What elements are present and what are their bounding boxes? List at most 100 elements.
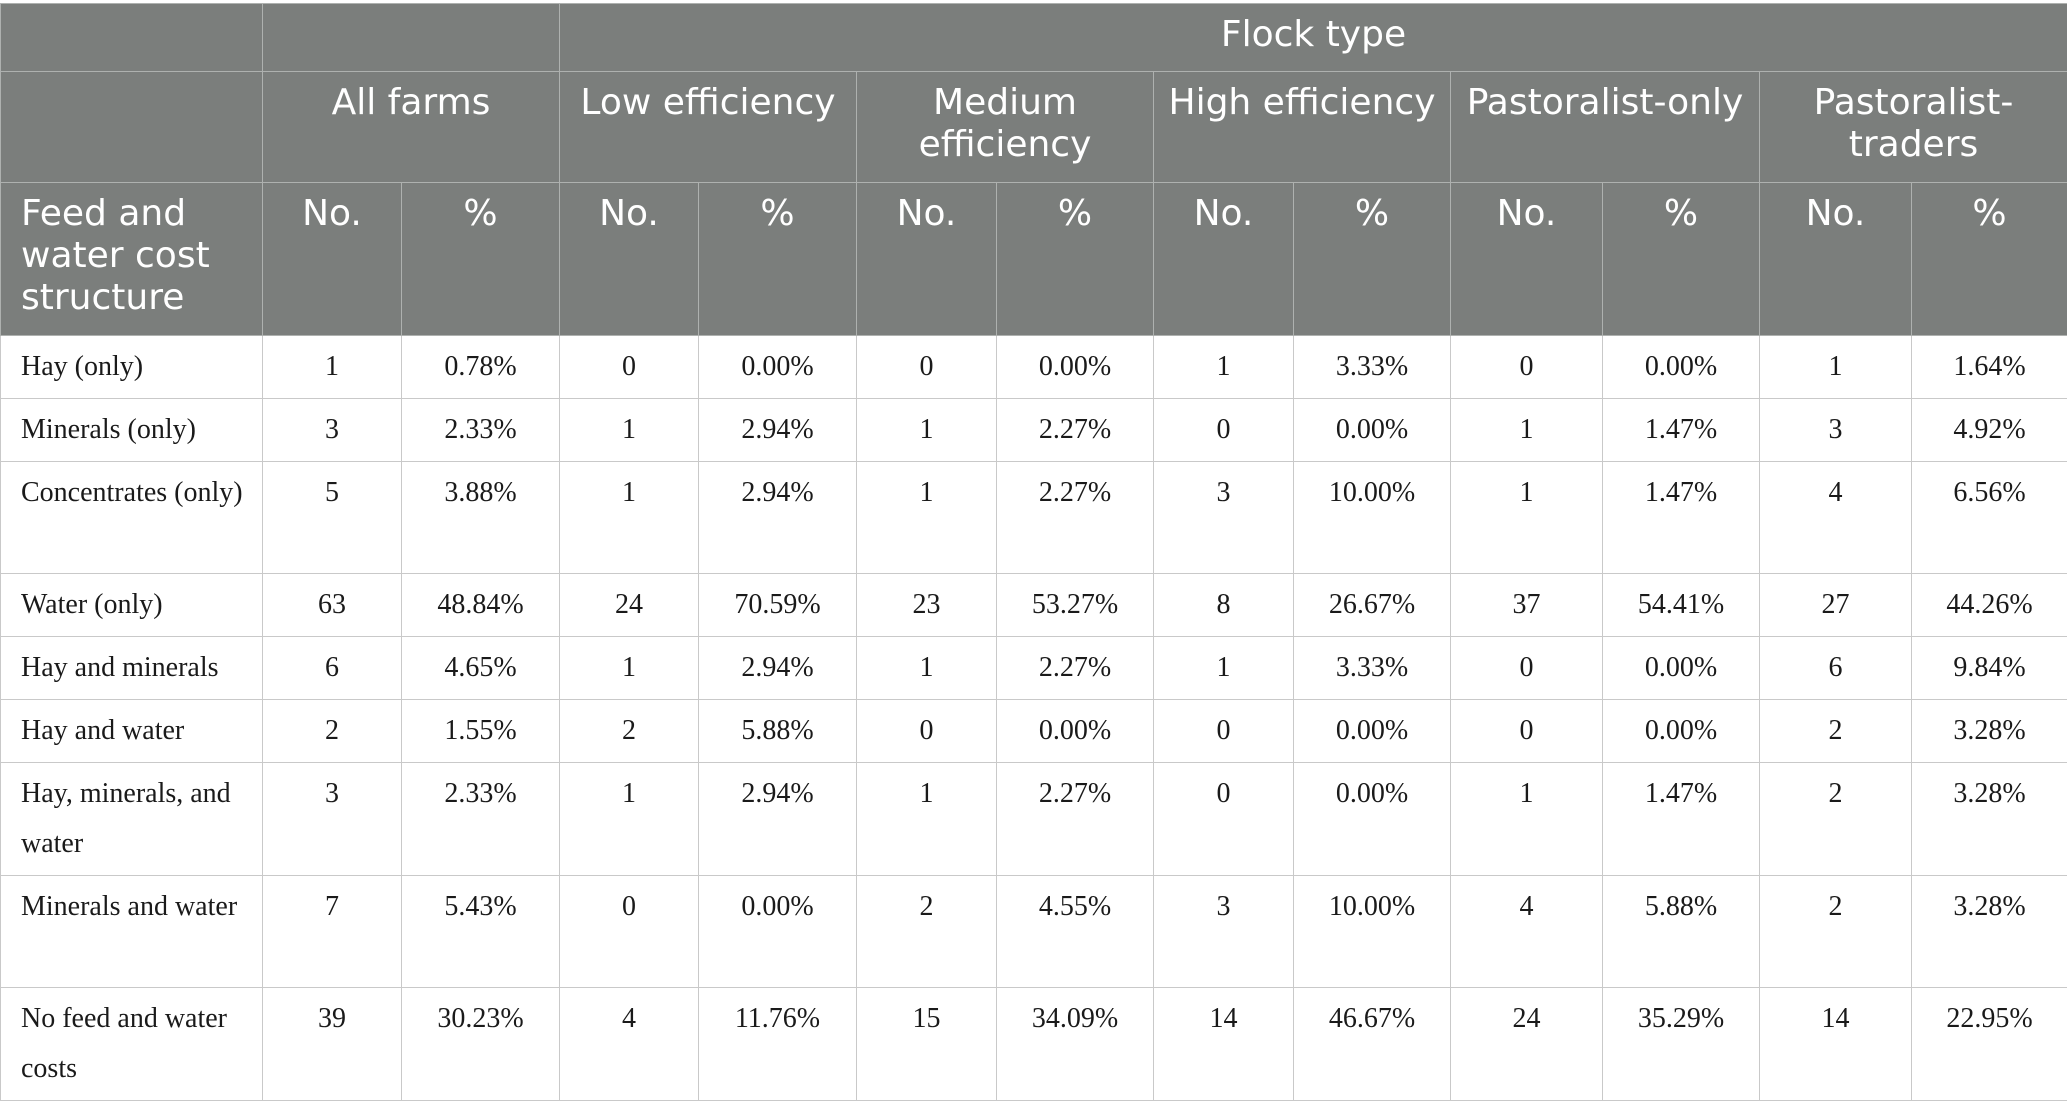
percent-cell: 1.47%	[1602, 762, 1760, 876]
count-cell: 63	[262, 573, 402, 637]
count-cell: 0	[1153, 398, 1294, 462]
count-cell: 2	[856, 875, 997, 988]
count-cell: 1	[1153, 335, 1294, 399]
percent-cell: 0.00%	[996, 699, 1154, 763]
percent-cell: 3.28%	[1911, 875, 2067, 988]
table-row: Minerals and water 7 5.43% 0 0.00% 2 4.55% 3 10.…	[0, 875, 2067, 988]
table-row: Hay, minerals, and water 3 2.33% 1 2.94% 1 2.2…	[0, 762, 2067, 876]
count-cell: 3	[1153, 875, 1294, 988]
percent-cell: 3.28%	[1911, 699, 2067, 763]
count-cell: 3	[262, 762, 402, 876]
table-row: Hay (only) 1 0.78% 0 0.00% 0 0.00% 1 3.33% 0 0.00%…	[0, 335, 2067, 399]
percent-cell: 46.67%	[1293, 987, 1451, 1101]
row-label: Hay (only)	[0, 335, 263, 399]
count-cell: 1	[1153, 636, 1294, 700]
percent-cell: 48.84%	[401, 573, 560, 637]
percent-cell: 2.27%	[996, 398, 1154, 462]
percent-cell: 5.88%	[1602, 875, 1760, 988]
count-cell: 0	[856, 335, 997, 399]
sub-header-no: No.	[1759, 182, 1912, 336]
percent-cell: 2.94%	[698, 762, 857, 876]
table-header: Flock type All farms Low efficiency Medi…	[0, 3, 2067, 336]
percent-cell: 0.00%	[1293, 699, 1451, 763]
count-cell: 0	[559, 335, 699, 399]
percent-cell: 2.94%	[698, 636, 857, 700]
count-cell: 0	[1450, 699, 1603, 763]
percent-cell: 1.47%	[1602, 398, 1760, 462]
sub-header-pct: %	[996, 182, 1154, 336]
count-cell: 1	[559, 398, 699, 462]
percent-cell: 1.55%	[401, 699, 560, 763]
header-blank-cell	[0, 3, 263, 72]
percent-cell: 22.95%	[1911, 987, 2067, 1101]
percent-cell: 30.23%	[401, 987, 560, 1101]
percent-cell: 3.28%	[1911, 762, 2067, 876]
percent-cell: 0.00%	[1602, 636, 1760, 700]
count-cell: 2	[559, 699, 699, 763]
count-cell: 2	[1759, 875, 1912, 988]
percent-cell: 9.84%	[1911, 636, 2067, 700]
count-cell: 0	[856, 699, 997, 763]
percent-cell: 0.00%	[1602, 335, 1760, 399]
percent-cell: 5.43%	[401, 875, 560, 988]
header-blank-cell	[0, 71, 263, 183]
count-cell: 1	[559, 636, 699, 700]
column-group-header: High efficiency	[1153, 71, 1451, 183]
row-label: No feed and water costs	[0, 987, 263, 1101]
column-group-header: All farms	[262, 71, 560, 183]
sub-header-no: No.	[262, 182, 402, 336]
count-cell: 0	[1450, 335, 1603, 399]
percent-cell: 0.00%	[1602, 699, 1760, 763]
count-cell: 1	[1450, 461, 1603, 574]
percent-cell: 6.56%	[1911, 461, 2067, 574]
count-cell: 15	[856, 987, 997, 1101]
count-cell: 1	[1450, 762, 1603, 876]
percent-cell: 0.00%	[1293, 398, 1451, 462]
row-label: Water (only)	[0, 573, 263, 637]
percent-cell: 10.00%	[1293, 461, 1451, 574]
percent-cell: 35.29%	[1602, 987, 1760, 1101]
percent-cell: 70.59%	[698, 573, 857, 637]
percent-cell: 2.94%	[698, 398, 857, 462]
row-label: Minerals and water	[0, 875, 263, 988]
row-label: Minerals (only)	[0, 398, 263, 462]
count-cell: 2	[262, 699, 402, 763]
percent-cell: 2.27%	[996, 762, 1154, 876]
count-cell: 1	[559, 461, 699, 574]
count-cell: 6	[1759, 636, 1912, 700]
count-cell: 24	[559, 573, 699, 637]
sub-header-pct: %	[1602, 182, 1760, 336]
row-label: Hay and minerals	[0, 636, 263, 700]
count-cell: 3	[1153, 461, 1294, 574]
row-label: Hay, minerals, and water	[0, 762, 263, 876]
percent-cell: 0.00%	[996, 335, 1154, 399]
percent-cell: 4.92%	[1911, 398, 2067, 462]
percent-cell: 3.33%	[1293, 636, 1451, 700]
percent-cell: 34.09%	[996, 987, 1154, 1101]
percent-cell: 2.33%	[401, 398, 560, 462]
row-label: Concentrates (only)	[0, 461, 263, 574]
count-cell: 1	[262, 335, 402, 399]
percent-cell: 0.00%	[1293, 762, 1451, 876]
count-cell: 8	[1153, 573, 1294, 637]
count-cell: 4	[1450, 875, 1603, 988]
count-cell: 7	[262, 875, 402, 988]
percent-cell: 2.27%	[996, 461, 1154, 574]
table-row: No feed and water costs 39 30.23% 4 11.76% 15…	[0, 987, 2067, 1101]
table-row: Hay and water 2 1.55% 2 5.88% 0 0.00% 0 0.00% 0 0.…	[0, 699, 2067, 763]
count-cell: 6	[262, 636, 402, 700]
table-row: Water (only) 63 48.84% 24 70.59% 23 53.27% 8 26.…	[0, 573, 2067, 637]
count-cell: 1	[1450, 398, 1603, 462]
row-header-label: Feed and water cost structure	[0, 182, 263, 336]
percent-cell: 2.27%	[996, 636, 1154, 700]
count-cell: 3	[262, 398, 402, 462]
flock-type-header: Flock type	[559, 3, 2067, 72]
percent-cell: 2.33%	[401, 762, 560, 876]
count-cell: 5	[262, 461, 402, 574]
sub-header-pct: %	[698, 182, 857, 336]
count-cell: 1	[559, 762, 699, 876]
count-cell: 0	[1153, 699, 1294, 763]
count-cell: 4	[559, 987, 699, 1101]
percent-cell: 0.78%	[401, 335, 560, 399]
sub-header-pct: %	[1293, 182, 1451, 336]
